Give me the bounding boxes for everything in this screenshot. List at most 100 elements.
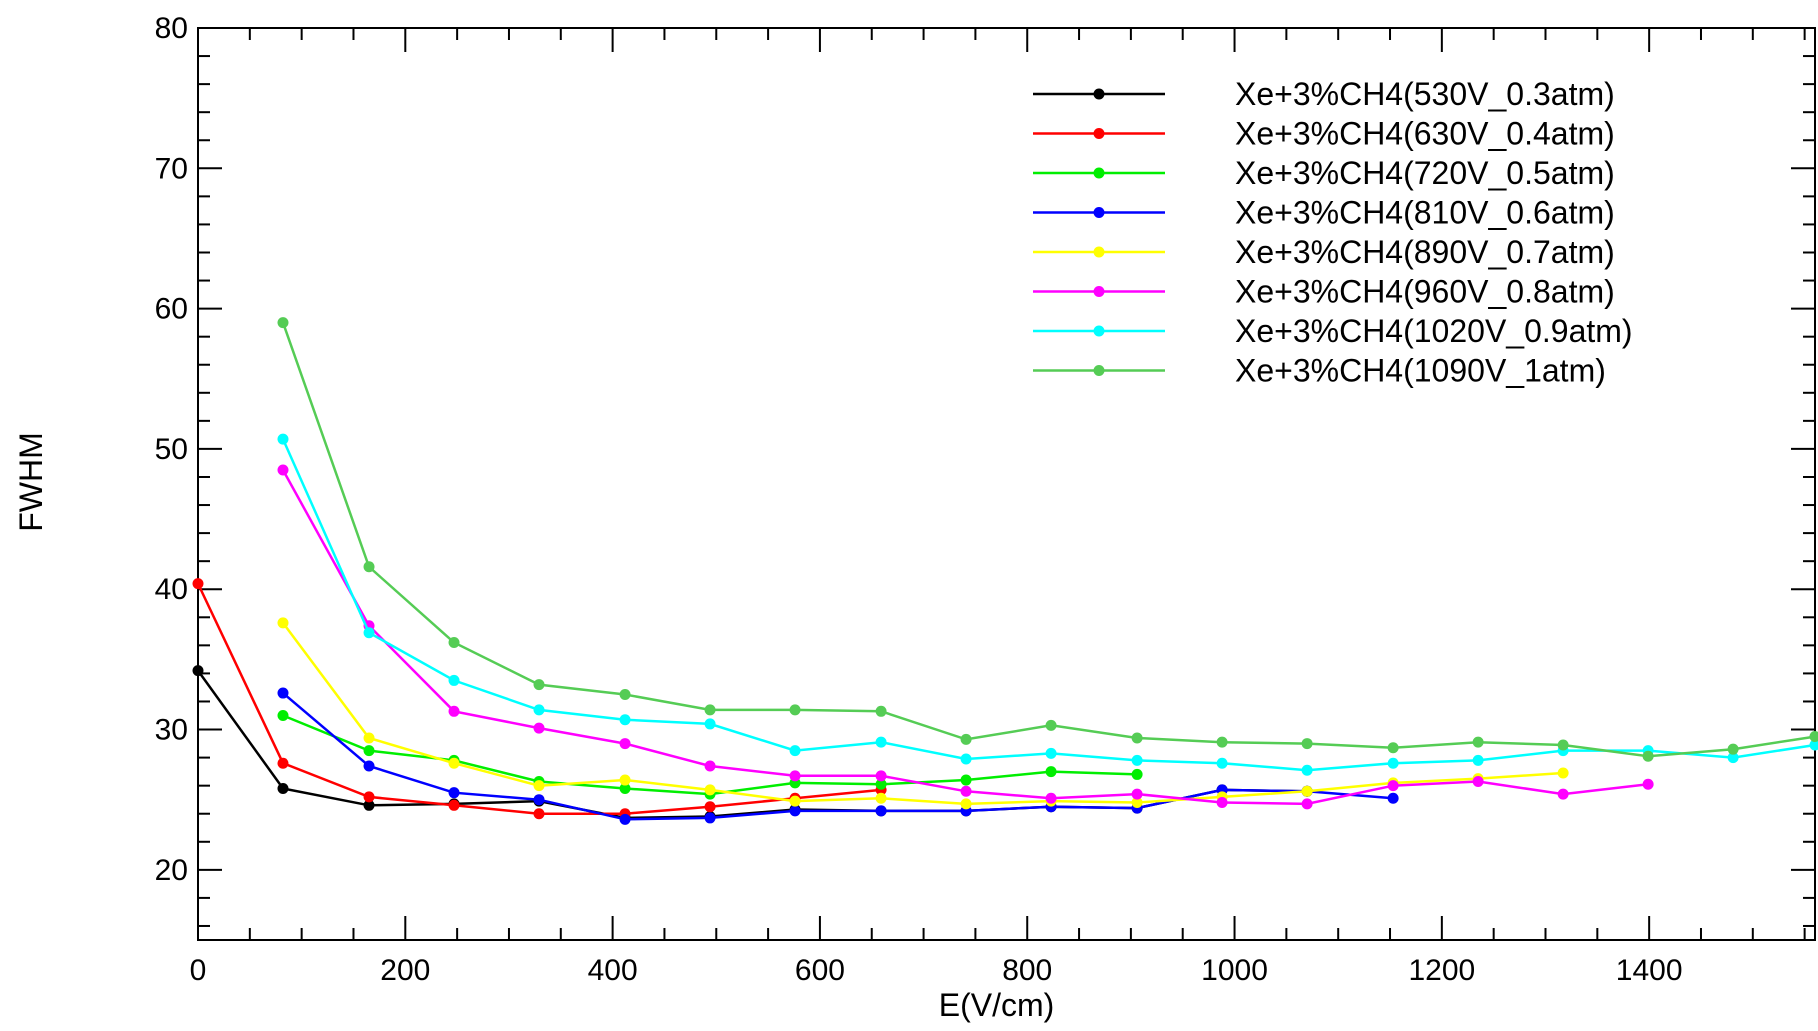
x-tick-label: 400 [588,954,638,987]
data-point [1473,776,1484,787]
legend-entry: Xe+3%CH4(1020V_0.9atm) [1033,313,1633,349]
data-point [364,561,375,572]
x-tick-label: 0 [190,954,207,987]
x-tick-label: 1000 [1201,954,1268,987]
data-point [1388,793,1399,804]
data-point [534,723,545,734]
legend-entry: Xe+3%CH4(630V_0.4atm) [1033,116,1615,152]
data-point [961,798,972,809]
data-point [1132,769,1143,780]
x-tick-label: 1400 [1616,954,1683,987]
legend-label: Xe+3%CH4(630V_0.4atm) [1235,116,1615,152]
series-line [283,623,1563,804]
data-point [534,704,545,715]
data-point [277,464,288,475]
legend-entry: Xe+3%CH4(1090V_1atm) [1033,353,1606,389]
legend-label: Xe+3%CH4(890V_0.7atm) [1235,234,1615,270]
data-point [277,688,288,699]
data-point [1388,780,1399,791]
data-point [449,787,460,798]
data-point [1473,755,1484,766]
data-point [1388,742,1399,753]
data-point [1643,779,1654,790]
data-point [449,675,460,686]
data-point [1810,731,1818,742]
legend: Xe+3%CH4(530V_0.3atm)Xe+3%CH4(630V_0.4at… [1033,76,1633,389]
x-tick-label: 200 [380,954,430,987]
data-point [620,775,631,786]
legend-entry: Xe+3%CH4(810V_0.6atm) [1033,195,1615,231]
data-point [1217,737,1228,748]
data-point [277,434,288,445]
data-point [534,808,545,819]
data-point [534,794,545,805]
data-point [1046,793,1057,804]
data-point [790,704,801,715]
data-point [961,754,972,765]
data-point [364,791,375,802]
series-5 [277,617,1568,809]
data-point [449,758,460,769]
legend-marker [1094,326,1105,337]
y-tick-label: 70 [155,152,188,185]
data-point [1132,732,1143,743]
data-point [790,805,801,816]
legend-marker [1094,128,1105,139]
data-point [876,770,887,781]
data-point [705,812,716,823]
data-point [1302,798,1313,809]
data-point [705,761,716,772]
data-point [961,734,972,745]
legend-label: Xe+3%CH4(1090V_1atm) [1235,353,1606,389]
data-point [277,710,288,721]
data-point [1558,789,1569,800]
data-point [1132,789,1143,800]
data-point [1217,797,1228,808]
data-point [364,627,375,638]
data-point [790,796,801,807]
data-point [620,714,631,725]
legend-label: Xe+3%CH4(960V_0.8atm) [1235,274,1615,310]
data-point [277,758,288,769]
legend-marker [1094,365,1105,376]
data-point [364,732,375,743]
legend-marker [1094,286,1105,297]
data-point [1388,758,1399,769]
legend-entry: Xe+3%CH4(720V_0.5atm) [1033,155,1615,191]
data-point [364,745,375,756]
data-point [620,738,631,749]
data-point [364,761,375,772]
legend-label: Xe+3%CH4(810V_0.6atm) [1235,195,1615,231]
data-point [705,801,716,812]
data-point [1217,758,1228,769]
data-point [449,800,460,811]
y-axis-title: FWHM [13,432,49,532]
x-tick-label: 800 [1002,954,1052,987]
data-point [1302,738,1313,749]
data-point [1728,744,1739,755]
legend-marker [1094,247,1105,258]
data-point [449,637,460,648]
data-point [1046,748,1057,759]
data-point [961,786,972,797]
data-point [705,704,716,715]
data-point [790,770,801,781]
data-point [705,784,716,795]
legend-label: Xe+3%CH4(720V_0.5atm) [1235,155,1615,191]
data-point [277,783,288,794]
data-point [534,679,545,690]
data-point [449,706,460,717]
data-point [1132,755,1143,766]
series-layer [193,317,1818,825]
data-point [876,706,887,717]
data-point [1046,766,1057,777]
legend-marker [1094,89,1105,100]
y-tick-label: 40 [155,573,188,606]
series-1 [193,665,1313,823]
data-point [1046,720,1057,731]
y-tick-label: 50 [155,433,188,466]
legend-entry: Xe+3%CH4(960V_0.8atm) [1033,274,1615,310]
data-point [705,718,716,729]
